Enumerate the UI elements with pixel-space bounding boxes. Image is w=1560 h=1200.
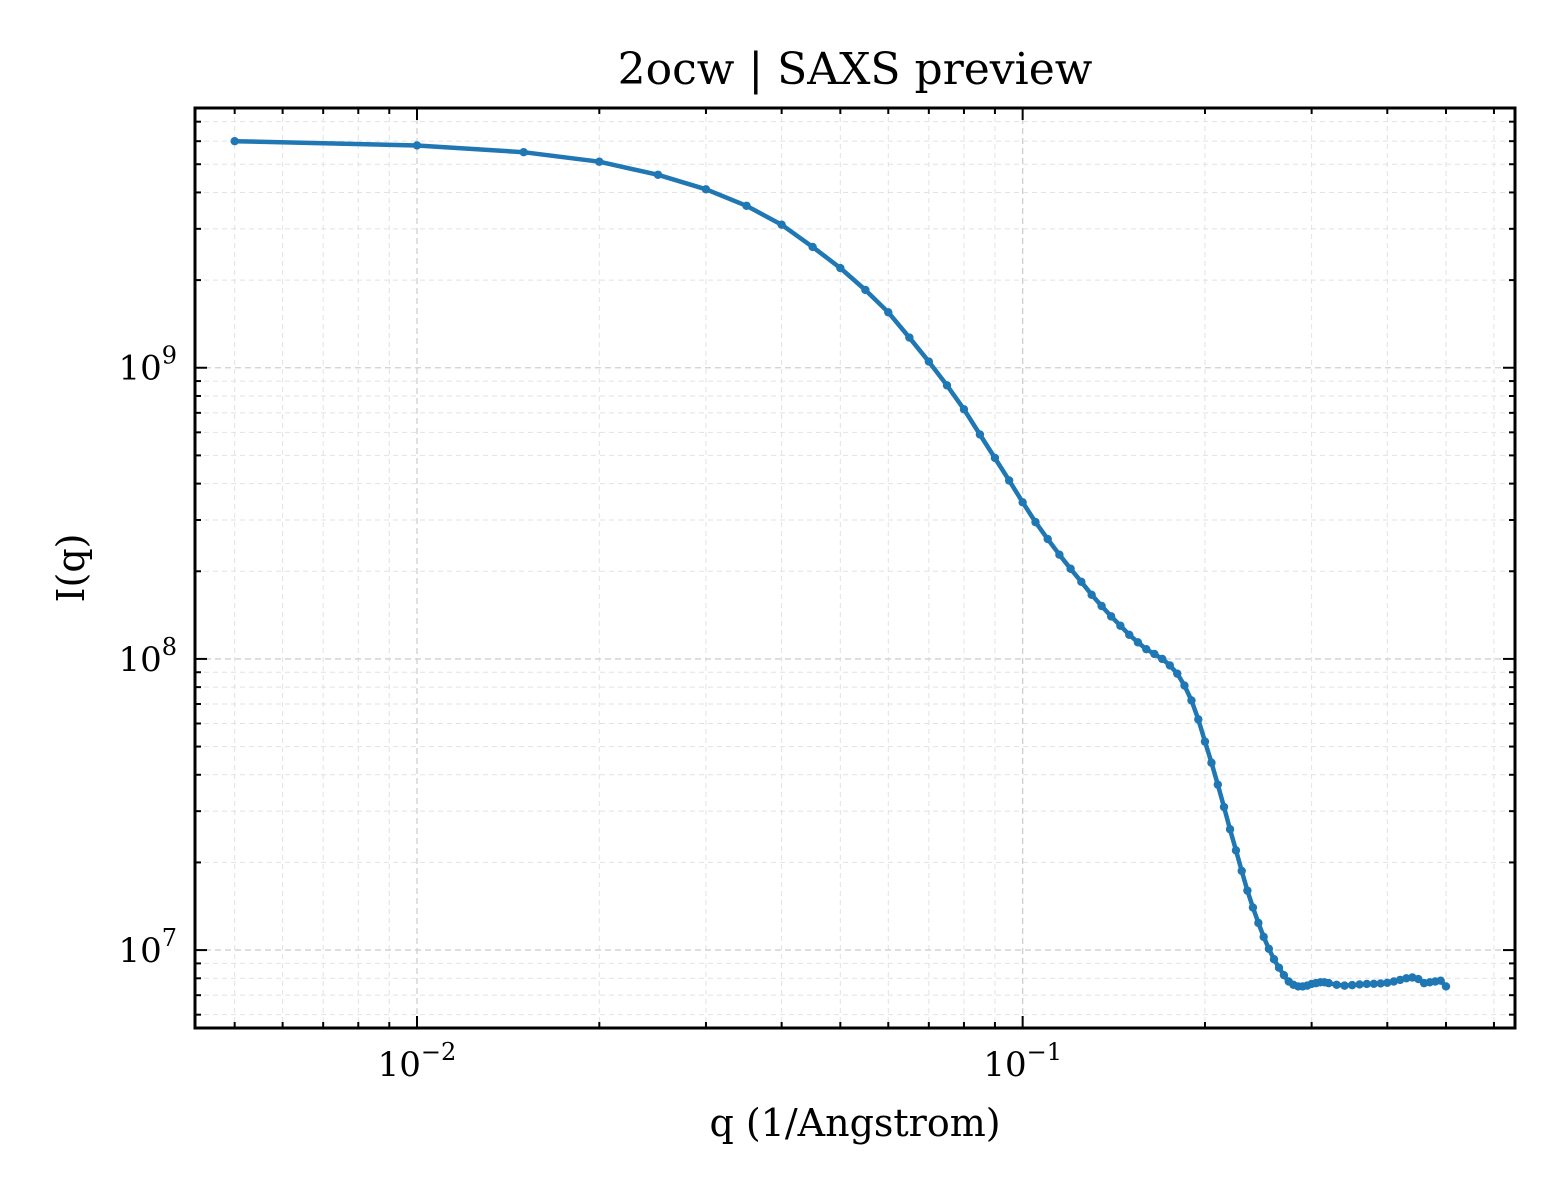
data-point [1173,669,1182,678]
data-point [1269,955,1279,964]
data-point [1116,621,1125,630]
data-point [808,242,817,252]
x-tick-label: 10−1 [983,1038,1062,1085]
data-point [230,136,239,146]
data-point [1180,681,1189,690]
data-point [1066,564,1075,573]
chart-title: 2ocw | SAXS preview [618,44,1093,95]
data-point [1200,737,1210,746]
y-tick-label: 108 [118,633,177,680]
series-layer [230,136,1451,991]
data-point [1324,978,1333,988]
data-point [1207,758,1216,767]
data-point [884,308,893,317]
data-point [1225,825,1235,834]
data-point [1106,612,1116,621]
data-point [1097,601,1106,611]
data-point [1389,977,1398,986]
data-point [1158,654,1167,664]
data-point [777,220,786,229]
data-point [1125,630,1134,640]
data-point [1243,886,1252,895]
data-point [742,201,751,210]
data-point [1150,649,1159,659]
grid-lines [195,108,1515,1028]
data-point [1219,802,1229,812]
data-point [1436,976,1445,985]
data-point [836,263,845,273]
data-point [1018,498,1027,507]
x-axis-label: q (1/Angstrom) [709,1101,1000,1145]
data-point [990,453,1000,463]
data-point [1187,696,1196,705]
data-point [1279,970,1289,980]
data-point [924,357,934,366]
data-point [1142,644,1151,654]
data-point [1194,715,1203,724]
y-axis-label: I(q) [49,534,93,603]
data-point [653,170,663,179]
data-point [519,147,528,157]
data-point [942,381,952,390]
data-point [1248,903,1258,912]
data-point [1274,963,1284,972]
data-point [1237,866,1246,876]
data-point [1213,780,1223,789]
data-point [595,157,604,166]
y-tick-label: 109 [118,342,177,389]
data-point [1355,980,1364,989]
data-point [1231,846,1241,855]
data-point [1259,932,1268,942]
data-point [1004,476,1014,485]
data-point [1383,978,1392,988]
data-point [959,405,969,414]
data-point [412,141,422,150]
data-point [1362,979,1371,989]
data-point [1055,550,1064,559]
data-point [701,185,711,194]
data-point [1369,979,1379,988]
data-point [1254,918,1263,928]
data-point [1043,534,1052,544]
data-point [1376,979,1385,988]
data-point [1340,981,1349,990]
data-point [1031,517,1040,527]
data-point [1077,577,1086,587]
data-point [1133,638,1143,647]
data-point [1087,590,1096,600]
data-point [1441,982,1451,991]
data-point [861,285,870,295]
data-point [1264,944,1274,954]
x-tick-label: 10−2 [378,1038,457,1085]
data-point [905,333,914,342]
data-point [975,430,985,439]
axis-ticks: 10−2 10−1 107 108 109 [118,108,1515,1085]
data-point [1332,980,1341,989]
plot-frame [193,106,1517,1030]
y-tick-label: 107 [118,924,177,971]
data-point [1347,980,1357,990]
data-point [1165,661,1175,670]
